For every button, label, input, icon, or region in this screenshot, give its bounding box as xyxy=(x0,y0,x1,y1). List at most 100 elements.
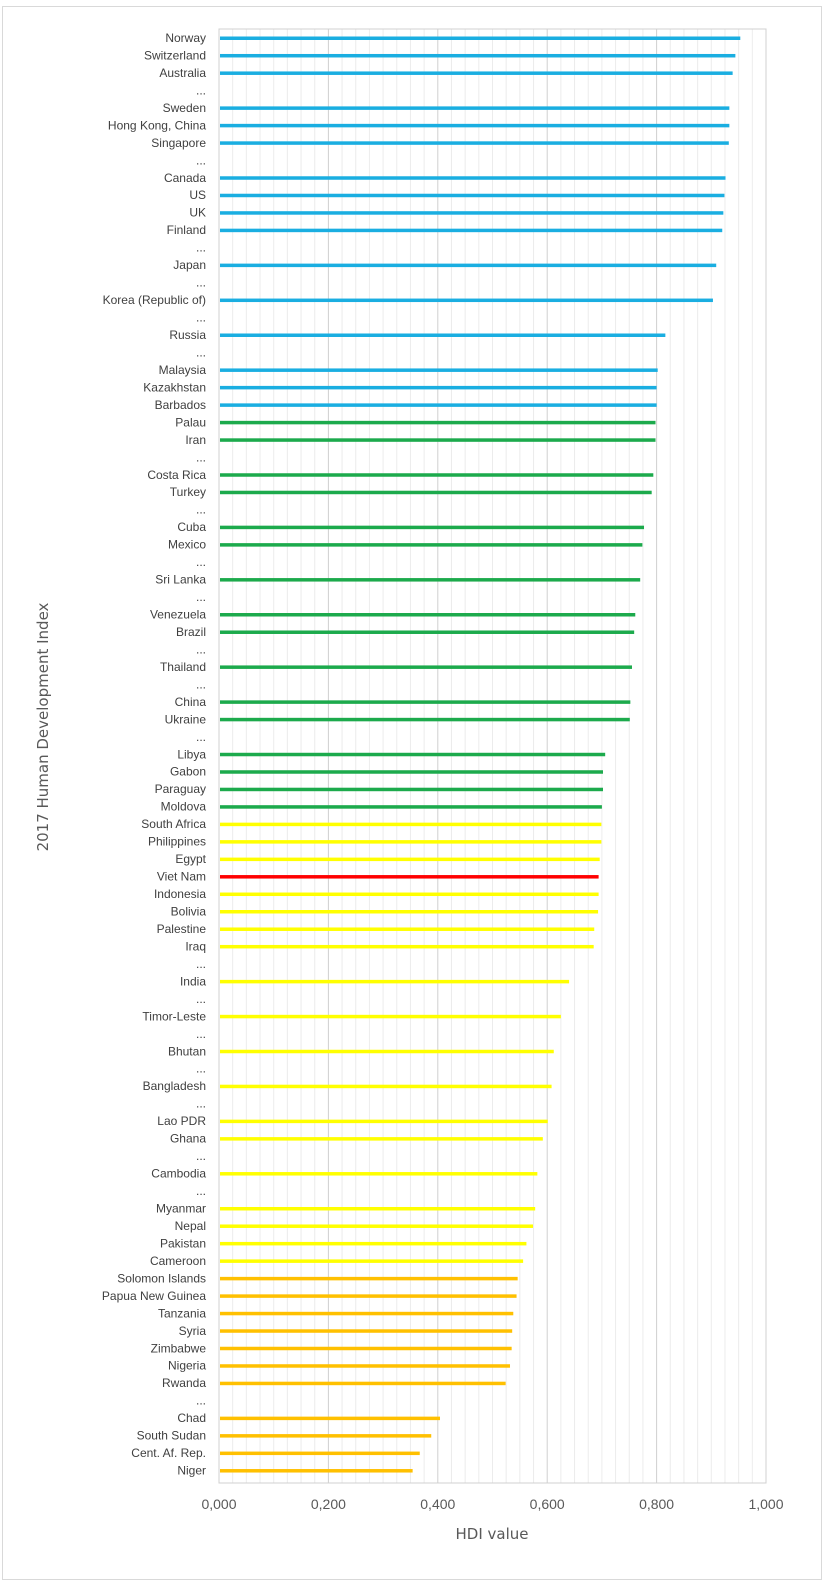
category-label: ... xyxy=(196,503,206,517)
category-label: Ukraine xyxy=(165,712,207,726)
category-label: Moldova xyxy=(161,800,207,814)
category-label: Nigeria xyxy=(168,1359,206,1373)
category-label: Libya xyxy=(177,747,206,761)
bar xyxy=(220,630,635,634)
x-tick-label: 0,600 xyxy=(530,1496,565,1512)
bar xyxy=(220,1451,420,1456)
category-label: Norway xyxy=(165,31,206,45)
bar xyxy=(220,927,595,931)
category-label: South Sudan xyxy=(137,1429,206,1443)
bar xyxy=(220,700,631,704)
category-label: ... xyxy=(196,450,206,464)
category-label: Hong Kong, China xyxy=(108,118,206,132)
category-label: Gabon xyxy=(170,765,206,779)
category-label: Lao PDR xyxy=(157,1114,206,1128)
bar xyxy=(220,543,643,547)
y-axis-title: 2017 Human Development Index xyxy=(34,602,52,851)
category-label: ... xyxy=(196,642,206,656)
bar xyxy=(220,578,641,582)
category-label: Egypt xyxy=(175,852,206,866)
category-label: Finland xyxy=(167,223,206,237)
bar xyxy=(220,333,666,337)
bar xyxy=(220,1224,533,1228)
bar xyxy=(220,403,657,407)
category-label: Cent. Af. Rep. xyxy=(131,1446,206,1460)
bar xyxy=(220,752,606,757)
plot-area-border xyxy=(218,28,767,1484)
bar xyxy=(220,228,723,233)
chart-frame: Norway Switzerland Australia... Sweden Hong … xyxy=(2,6,822,1580)
bar xyxy=(220,263,717,268)
category-label: ... xyxy=(196,153,206,167)
x-axis-title: HDI value xyxy=(456,1525,529,1543)
bar xyxy=(220,1119,548,1124)
x-tick-label: 0,400 xyxy=(420,1496,455,1512)
bar xyxy=(220,857,600,862)
category-label: ... xyxy=(196,555,206,569)
category-label: Mexico xyxy=(168,538,206,552)
bar xyxy=(220,944,594,949)
category-label: Bhutan xyxy=(168,1044,206,1058)
bar xyxy=(220,1137,543,1141)
bar xyxy=(220,910,599,914)
category-label: ... xyxy=(196,1184,206,1198)
category-label: Cuba xyxy=(177,520,206,534)
bar xyxy=(220,1329,513,1333)
category-label: Singapore xyxy=(151,136,206,150)
category-label: ... xyxy=(196,83,206,97)
bar xyxy=(220,875,599,879)
bar xyxy=(220,1014,561,1019)
bar xyxy=(220,840,602,844)
bar xyxy=(220,787,603,792)
category-label: ... xyxy=(196,730,206,744)
bar xyxy=(220,1469,413,1473)
bar xyxy=(220,1049,554,1054)
category-label: Zimbabwe xyxy=(151,1341,207,1355)
category-label: Palestine xyxy=(157,922,207,936)
bar xyxy=(220,979,570,984)
category-label: UK xyxy=(189,206,206,220)
bar xyxy=(220,1172,538,1176)
category-label: ... xyxy=(196,1149,206,1163)
category-label: Thailand xyxy=(160,660,206,674)
x-tick-label: 0,000 xyxy=(201,1496,236,1512)
hdi-bar-chart: Norway Switzerland Australia... Sweden Hong … xyxy=(34,28,784,1543)
category-label: ... xyxy=(196,677,206,691)
category-label: Australia xyxy=(159,66,206,80)
bar xyxy=(220,438,656,442)
bar xyxy=(220,473,654,477)
category-label: India xyxy=(180,974,206,988)
bar xyxy=(220,106,730,110)
category-label: ... xyxy=(196,992,206,1006)
category-label: Malaysia xyxy=(159,363,207,377)
x-tick-label: 0,200 xyxy=(311,1496,346,1512)
bar xyxy=(220,1381,506,1386)
category-label: Sri Lanka xyxy=(155,573,206,587)
bar xyxy=(220,1364,511,1368)
category-label: ... xyxy=(196,1394,206,1408)
bar xyxy=(220,525,645,530)
bar xyxy=(220,1276,518,1281)
category-label: Turkey xyxy=(170,485,206,499)
category-label: ... xyxy=(196,1027,206,1041)
bar xyxy=(220,176,726,180)
category-label: Iraq xyxy=(185,939,206,953)
bar xyxy=(220,1346,512,1351)
bar xyxy=(220,1311,514,1316)
category-label: Cambodia xyxy=(151,1167,206,1181)
category-label: Canada xyxy=(164,171,206,185)
category-label: ... xyxy=(196,1062,206,1076)
bar xyxy=(220,420,656,425)
category-label: Venezuela xyxy=(150,608,206,622)
bar xyxy=(220,1206,536,1211)
bar xyxy=(220,1241,527,1246)
bar xyxy=(220,385,657,390)
category-label: Iran xyxy=(185,433,206,447)
category-label: ... xyxy=(196,241,206,255)
category-label: US xyxy=(189,188,206,202)
category-label: China xyxy=(175,695,207,709)
bar xyxy=(220,71,733,75)
category-label: Kazakhstan xyxy=(143,380,206,394)
bar xyxy=(220,822,602,827)
category-label: Japan xyxy=(173,258,206,272)
